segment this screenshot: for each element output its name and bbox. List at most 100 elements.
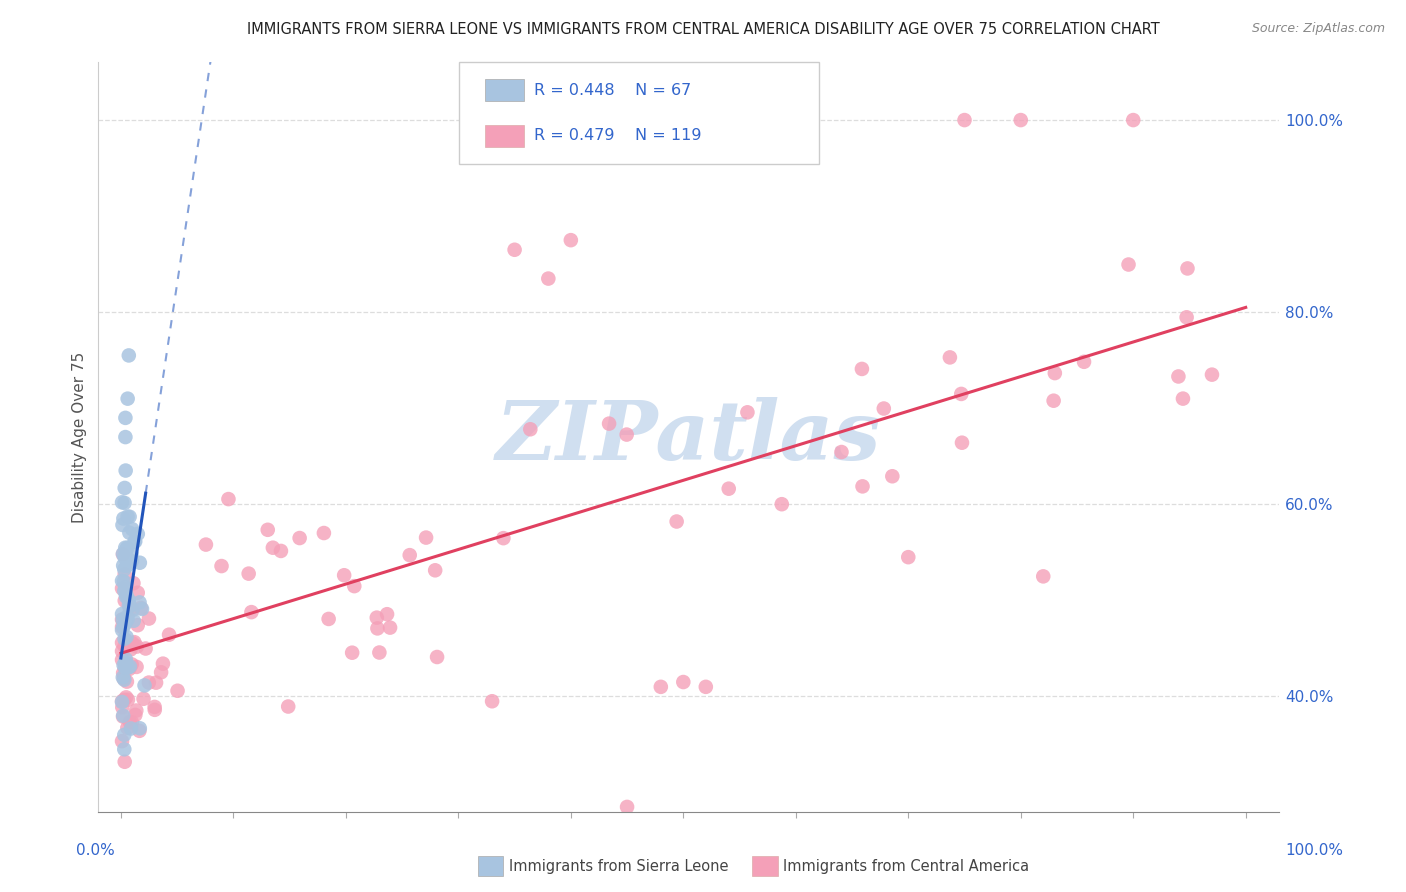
Text: R = 0.479    N = 119: R = 0.479 N = 119 (534, 128, 702, 144)
Point (117, 509, 139, 524)
Point (256, 523, 278, 537)
Point (124, 707, 146, 722)
Point (118, 599, 141, 613)
Point (939, 351, 962, 365)
Point (121, 603, 143, 617)
Point (1177, 261, 1199, 276)
Point (366, 621, 388, 635)
Point (118, 602, 141, 616)
Point (770, 497, 793, 511)
Point (150, 665, 173, 680)
Point (128, 556, 150, 570)
Point (950, 387, 973, 401)
FancyBboxPatch shape (485, 125, 523, 147)
Point (217, 492, 239, 507)
Point (117, 612, 139, 626)
Point (114, 464, 136, 478)
Point (125, 640, 148, 654)
Point (1201, 368, 1223, 382)
Point (1032, 569, 1054, 583)
Point (143, 703, 166, 717)
Point (115, 542, 138, 557)
Point (112, 511, 135, 525)
Point (114, 660, 136, 674)
Point (152, 657, 174, 671)
Point (1122, 113, 1144, 128)
Point (503, 243, 526, 257)
Point (873, 401, 896, 416)
Point (138, 675, 160, 690)
Point (125, 704, 148, 718)
Point (728, 113, 751, 128)
Point (882, 469, 904, 483)
Point (114, 593, 136, 607)
Point (111, 582, 134, 596)
Point (1118, 258, 1140, 272)
Point (368, 646, 391, 660)
Point (111, 653, 134, 667)
Point (672, 675, 695, 690)
Point (111, 700, 134, 714)
Point (114, 657, 136, 672)
Point (120, 722, 142, 736)
Point (616, 427, 638, 442)
Point (112, 574, 135, 589)
Point (1171, 392, 1194, 406)
Point (481, 694, 503, 708)
Point (378, 621, 401, 635)
Point (115, 630, 138, 644)
Text: Immigrants from Sierra Leone: Immigrants from Sierra Leone (509, 859, 728, 873)
Point (157, 628, 180, 642)
Text: 0.0%: 0.0% (76, 843, 115, 858)
Point (111, 612, 134, 626)
Point (111, 694, 134, 708)
Point (127, 585, 149, 599)
Point (121, 547, 143, 561)
Point (111, 635, 134, 649)
Point (115, 590, 138, 604)
Point (124, 635, 146, 649)
Point (194, 538, 217, 552)
Point (492, 531, 515, 545)
Point (118, 525, 141, 540)
Point (112, 620, 135, 634)
Point (115, 610, 138, 624)
Point (114, 656, 136, 670)
Point (318, 612, 340, 626)
Point (135, 641, 157, 656)
Point (831, 445, 853, 459)
Point (111, 574, 134, 588)
Point (112, 658, 135, 673)
Point (118, 715, 141, 730)
Point (616, 800, 638, 814)
Point (114, 550, 136, 565)
Point (124, 534, 146, 549)
Point (111, 547, 134, 561)
Point (519, 422, 541, 436)
Point (117, 721, 139, 735)
Point (118, 593, 141, 607)
Point (425, 563, 447, 577)
Point (118, 348, 141, 362)
Point (131, 602, 153, 616)
Point (112, 672, 135, 686)
Point (1073, 355, 1095, 369)
Point (238, 566, 260, 581)
Point (118, 599, 141, 613)
Text: Source: ZipAtlas.com: Source: ZipAtlas.com (1251, 22, 1385, 36)
Point (375, 607, 398, 622)
Point (343, 579, 366, 593)
Point (111, 607, 134, 621)
Point (118, 662, 141, 676)
Point (114, 652, 136, 666)
Point (1175, 310, 1198, 325)
Point (115, 674, 138, 689)
Point (115, 588, 138, 602)
Point (132, 691, 155, 706)
Point (288, 531, 311, 545)
FancyBboxPatch shape (458, 62, 818, 163)
Point (851, 479, 873, 493)
Point (124, 534, 146, 549)
Point (115, 545, 138, 559)
Point (340, 646, 363, 660)
